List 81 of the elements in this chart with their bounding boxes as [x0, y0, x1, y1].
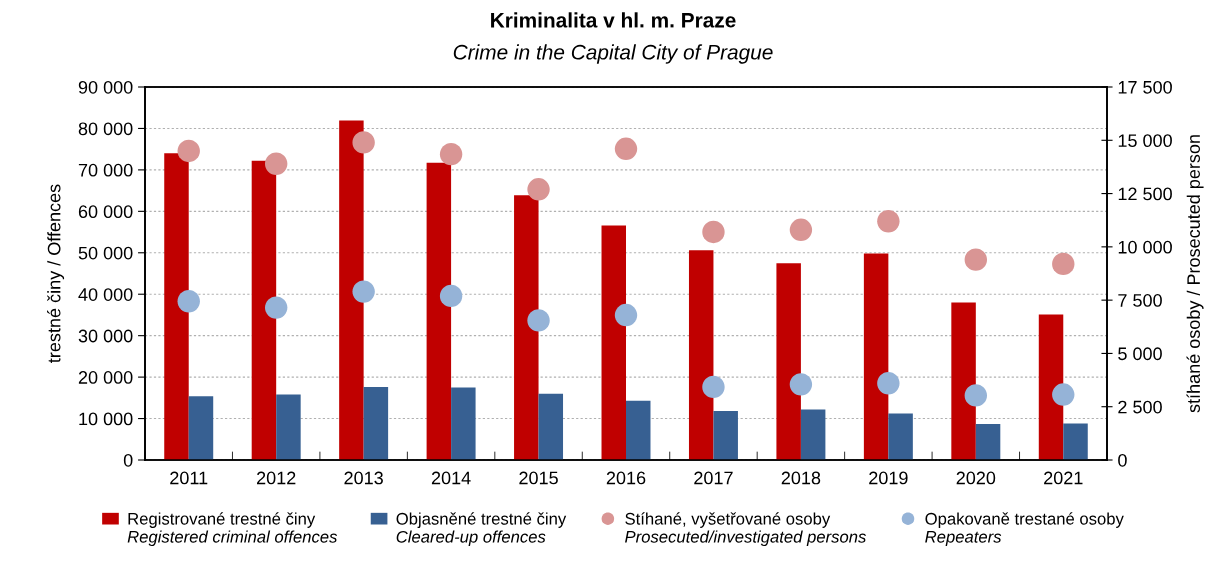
bar: [713, 411, 738, 460]
y2-tick-label: 5 000: [1118, 347, 1162, 361]
y-tick-label: 90 000: [78, 80, 133, 94]
y2-tick-label: 10 000: [1118, 240, 1172, 254]
bar: [863, 253, 889, 460]
x-tick-label: 2018: [781, 471, 821, 485]
y2-tick-label: 2 500: [1118, 400, 1162, 414]
point: [177, 290, 200, 313]
legend-label: Objasněné trestné činy Cleared-up offences: [396, 512, 567, 546]
y-tick-label: 40 000: [78, 288, 133, 301]
x-tick-label: 2012: [257, 471, 296, 485]
x-tick-label: 2016: [606, 471, 646, 485]
y-tick-label: 10 000: [79, 412, 133, 426]
bar: [888, 413, 913, 460]
chart-subtitle: Crime in the Capital City of Prague: [453, 44, 773, 64]
point: [1052, 383, 1075, 406]
y-axis-title: trestné činy / Offences: [47, 184, 65, 363]
bar: [276, 394, 301, 460]
chart-title: Kriminalita v hl. m. Praze: [491, 12, 736, 28]
x-tick-label: 2017: [694, 471, 733, 485]
legend-label: Registrované trestné činy Registered criminal offences: [127, 512, 338, 546]
bar: [975, 423, 1001, 460]
bar: [251, 160, 277, 460]
bar: [951, 302, 976, 460]
x-tick-label: 2019: [869, 471, 908, 485]
point: [614, 303, 638, 327]
point: [789, 373, 813, 396]
bar: [538, 393, 564, 460]
y-tick-label: 70 000: [78, 163, 133, 177]
bar: [514, 195, 539, 460]
y2-tick-label: 12 500: [1118, 187, 1172, 201]
bar: [339, 120, 364, 460]
y-tick-label: 20 000: [78, 371, 133, 384]
x-tick-label: 2014: [431, 471, 471, 485]
point: [439, 284, 463, 308]
bar: [164, 153, 189, 460]
bar: [426, 162, 452, 460]
bar: [1063, 423, 1088, 460]
x-tick-label: 2013: [344, 471, 383, 485]
y2-tick-label: 15 000: [1118, 134, 1172, 148]
point: [352, 280, 375, 303]
bar: [601, 225, 626, 460]
bar: [451, 387, 476, 460]
point: [964, 248, 988, 271]
bar: [800, 409, 826, 460]
point: [527, 178, 550, 201]
bar: [1038, 314, 1064, 460]
x-tick-label: 2020: [956, 471, 996, 485]
y2-axis-title: stíhané osoby / Prosecuted person: [1186, 135, 1204, 413]
legend-label: Stíhané, vyšetřované osoby Prosecuted/investigated persons: [625, 512, 867, 546]
bar: [776, 263, 801, 460]
bar: [363, 387, 389, 460]
x-tick-label: 2011: [170, 471, 208, 485]
bar: [188, 396, 214, 460]
point: [1052, 252, 1075, 276]
point: [702, 375, 725, 399]
legend-label: Opakovaně trestané osoby Repeaters: [925, 512, 1124, 546]
y-tick-label: 50 000: [78, 246, 133, 260]
y-tick-label: 0: [123, 453, 133, 467]
bar: [626, 400, 651, 460]
point: [264, 152, 288, 175]
x-tick-label: 2015: [519, 471, 558, 485]
point: [964, 384, 988, 407]
point: [177, 139, 200, 163]
y-tick-label: 30 000: [78, 329, 133, 343]
y-tick-label: 80 000: [78, 122, 133, 136]
y2-tick-label: 17 500: [1118, 80, 1172, 94]
point: [264, 296, 288, 319]
x-tick-label: 2021: [1044, 471, 1083, 485]
bar: [688, 250, 714, 460]
y2-tick-label: 7 500: [1118, 294, 1162, 307]
y-tick-label: 60 000: [78, 205, 133, 219]
point: [352, 131, 375, 154]
point: [789, 218, 813, 241]
point: [702, 220, 725, 244]
point: [527, 309, 550, 332]
point: [614, 137, 638, 161]
y2-tick-label: 0: [1118, 453, 1127, 467]
point: [877, 372, 900, 395]
point: [439, 142, 463, 166]
point: [877, 210, 900, 233]
